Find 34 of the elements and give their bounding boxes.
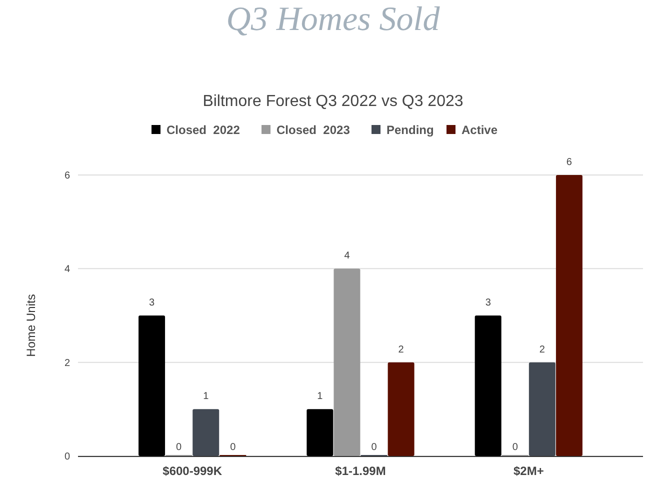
legend-label: Active <box>462 123 498 137</box>
chart-subtitle: Biltmore Forest Q3 2022 vs Q3 2023 <box>202 93 464 110</box>
y-axis-title: Home Units <box>24 294 38 357</box>
data-label: 0 <box>512 442 518 453</box>
x-tick-label: $1-1.99M <box>335 464 386 478</box>
x-tick-label: $600-999K <box>162 464 222 478</box>
data-label: 2 <box>398 344 404 356</box>
data-label: 0 <box>371 442 378 453</box>
bar <box>138 316 166 456</box>
data-label: 0 <box>230 442 236 453</box>
bar <box>334 268 360 456</box>
y-tick-label: 2 <box>64 358 70 369</box>
legend-label: Closed 2023 <box>276 123 350 137</box>
data-label: 4 <box>344 250 350 262</box>
bar <box>474 316 502 456</box>
bar <box>556 175 582 456</box>
legend-label: Pending <box>386 123 434 137</box>
data-label: 3 <box>485 298 492 308</box>
chart-title: Q3 Homes Sold <box>226 1 441 38</box>
y-tick-label: 6 <box>64 170 70 182</box>
data-label: 0 <box>176 442 182 453</box>
bar <box>388 362 414 456</box>
x-tick-label: $2M+ <box>513 464 544 478</box>
legend-label: Closed 2022 <box>166 123 240 137</box>
bar <box>306 409 334 456</box>
bar <box>192 409 220 456</box>
data-label: 6 <box>566 157 572 168</box>
data-label: 1 <box>203 391 210 402</box>
data-label: 2 <box>539 344 546 356</box>
data-label: 3 <box>149 298 156 308</box>
y-tick-label: 0 <box>64 452 70 462</box>
data-label: 1 <box>317 391 324 402</box>
bar <box>528 362 556 456</box>
y-tick-label: 4 <box>64 264 70 276</box>
